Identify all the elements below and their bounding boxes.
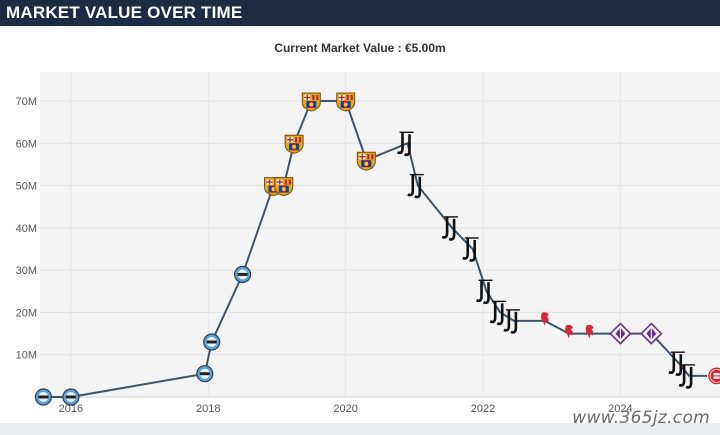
data-point-barcelona-crest[interactable]	[301, 92, 321, 112]
y-tick-label: 40M	[16, 223, 37, 235]
data-point-juventus-crest[interactable]	[476, 279, 493, 305]
data-point-gremio-crest[interactable]	[196, 365, 214, 383]
data-point-barcelona-crest[interactable]	[274, 177, 294, 197]
y-tick-label: 70M	[16, 96, 37, 108]
grid-lines	[40, 72, 720, 398]
data-point-fiorentina-crest[interactable]	[609, 322, 632, 345]
data-point-liverpool-crest[interactable]	[585, 324, 594, 339]
data-point-gremio-crest[interactable]	[234, 265, 252, 283]
y-tick-label: 30M	[16, 265, 37, 277]
data-point-gremio-crest[interactable]	[34, 388, 53, 406]
footer-strip	[0, 423, 720, 435]
data-point-juventus-crest[interactable]	[668, 351, 685, 376]
data-point-juventus-crest[interactable]	[489, 300, 507, 326]
data-point-girona-crest[interactable]	[707, 366, 720, 386]
x-tick-label: 2022	[471, 403, 495, 415]
data-point-gremio-crest[interactable]	[62, 388, 80, 406]
data-point-liverpool-crest[interactable]	[565, 324, 573, 339]
x-tick-label: 2020	[333, 403, 357, 415]
x-axis-ticks: 2016 2018 2020 2022 2024	[59, 403, 633, 415]
y-tick-label: 10M	[16, 350, 37, 362]
data-point-liverpool-crest[interactable]	[541, 312, 549, 326]
x-tick-label: 2018	[196, 403, 220, 415]
data-markers	[34, 92, 720, 406]
data-point-barcelona-crest[interactable]	[356, 151, 376, 171]
data-point-juventus-crest[interactable]	[407, 173, 424, 199]
y-tick-label: 60M	[16, 138, 37, 150]
data-point-gremio-crest[interactable]	[203, 333, 221, 351]
data-point-fiorentina-crest[interactable]	[640, 322, 663, 345]
chart-title: Current Market Value : €5.00m	[274, 41, 446, 55]
data-point-barcelona-crest[interactable]	[284, 134, 304, 154]
data-point-barcelona-crest[interactable]	[336, 92, 356, 112]
y-axis-ticks: 10M 20M 30M 40M 50M 60M 70M	[16, 96, 37, 362]
data-point-juventus-crest[interactable]	[397, 131, 414, 157]
header-bar: MARKET VALUE OVER TIME	[0, 0, 720, 26]
page-title: MARKET VALUE OVER TIME	[6, 3, 243, 22]
y-tick-label: 20M	[16, 307, 37, 319]
x-tick-label: 2024	[608, 403, 632, 415]
y-tick-label: 50M	[16, 181, 37, 193]
x-tick-label: 2016	[59, 403, 83, 415]
data-point-juventus-crest[interactable]	[462, 237, 479, 262]
data-point-juventus-crest[interactable]	[441, 216, 459, 241]
watermark: www.365jz.com	[572, 408, 710, 428]
data-point-juventus-crest[interactable]	[678, 364, 696, 389]
data-point-juventus-crest[interactable]	[503, 309, 520, 334]
plot-area	[40, 72, 720, 397]
